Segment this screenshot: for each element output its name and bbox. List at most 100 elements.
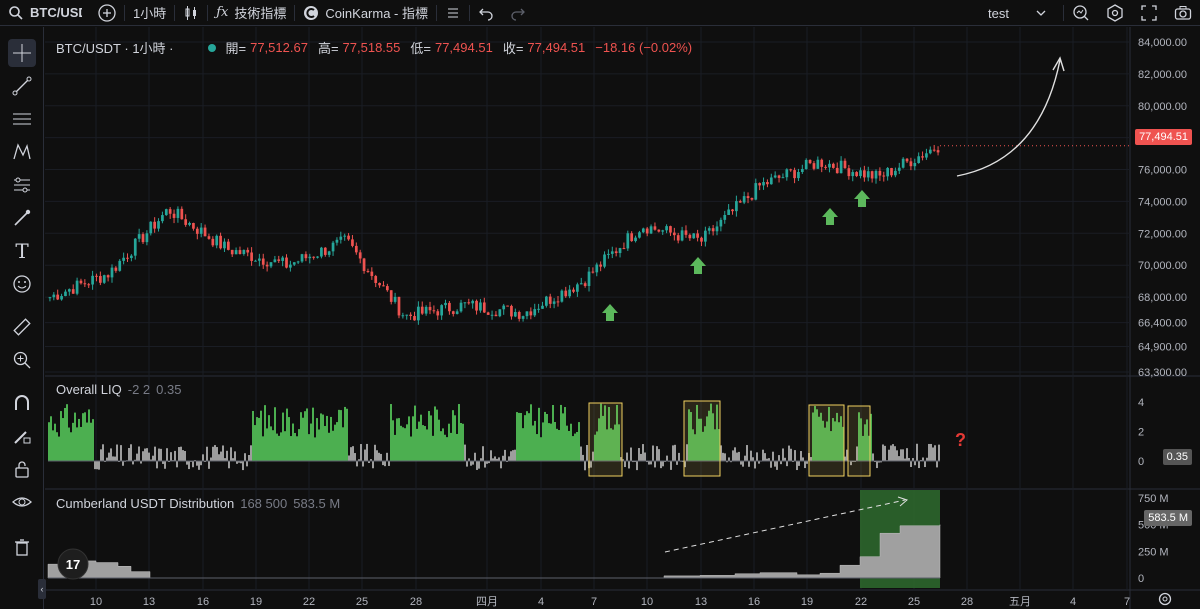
time-axis-settings-button[interactable]	[1157, 591, 1173, 607]
liq-bar	[926, 457, 928, 461]
crosshair-tool[interactable]	[8, 39, 36, 67]
quick-search-button[interactable]	[1064, 0, 1098, 26]
candle-body	[638, 232, 641, 238]
zoom-tool[interactable]	[8, 346, 36, 374]
liq-bar	[240, 461, 242, 464]
liq-bar	[744, 455, 746, 461]
candle-body	[385, 286, 389, 291]
liq-bar	[442, 428, 444, 461]
liq-bar	[860, 418, 862, 461]
liq-bar	[642, 444, 644, 461]
camera-icon	[1174, 6, 1192, 20]
brush-tool[interactable]	[8, 204, 36, 232]
snapshot-button[interactable]	[1166, 0, 1200, 26]
undo-button[interactable]	[470, 0, 502, 26]
hide-tool[interactable]	[8, 488, 36, 516]
chart-type-button[interactable]	[175, 0, 207, 26]
collapse-toolbar-button[interactable]: ‹	[38, 579, 46, 599]
chart-area[interactable]: 84,000.0082,000.0080,000.0078,000.0076,0…	[45, 27, 1200, 609]
liq-bar	[782, 448, 784, 461]
liq-bar	[218, 454, 220, 461]
liq-bar	[404, 428, 406, 461]
liq-bar	[498, 457, 500, 461]
liq-bar	[798, 461, 800, 466]
pattern-tool[interactable]	[8, 138, 36, 166]
liq-bar	[652, 445, 654, 461]
liq-bar	[918, 461, 920, 469]
liq-bar	[318, 429, 320, 461]
candle-body	[285, 257, 288, 268]
chart-svg[interactable]: 84,000.0082,000.0080,000.0078,000.0076,0…	[45, 27, 1200, 609]
liq-bar	[98, 461, 100, 470]
candle-body	[397, 296, 401, 316]
layout-selector[interactable]: test	[980, 0, 1063, 26]
liq-bar	[660, 461, 662, 469]
liq-bar	[688, 409, 690, 461]
indicators-button[interactable]: ƒx 技術指標	[208, 0, 294, 26]
candle-body	[87, 284, 91, 286]
lock-tool[interactable]	[8, 455, 36, 483]
liq-bar	[78, 418, 80, 461]
liq-bar	[216, 447, 218, 461]
liq-bar	[120, 445, 122, 461]
candle-body	[544, 296, 548, 306]
liq-bar	[224, 458, 226, 461]
liq-bar	[430, 415, 432, 461]
liq-bar	[532, 425, 534, 461]
remove-drawings-tool[interactable]	[8, 533, 36, 561]
candle-body	[161, 215, 164, 222]
stay-drawing-tool[interactable]	[8, 422, 36, 450]
fib-tool[interactable]	[8, 171, 36, 199]
liq-bar	[794, 450, 796, 461]
liq-bar	[818, 416, 820, 461]
green-up-arrow	[690, 257, 706, 274]
settings-button[interactable]	[1098, 0, 1132, 26]
candle-body	[568, 289, 571, 297]
candle-body	[405, 314, 409, 316]
liq-bar	[66, 404, 68, 461]
fullscreen-button[interactable]	[1132, 0, 1166, 26]
candle-body	[327, 251, 331, 255]
redo-button[interactable]	[502, 0, 534, 26]
text-tool[interactable]: T	[8, 237, 36, 265]
liq-bar	[542, 422, 544, 461]
fullscreen-icon	[1141, 5, 1157, 21]
liq-bar	[594, 434, 596, 461]
candle-body	[195, 228, 199, 234]
candle-body	[467, 302, 471, 304]
top-toolbar: BTC/USDT 1小時 ƒx 技術指標 CoinKarma - 指標 test	[0, 0, 1200, 26]
liq-bar	[714, 429, 716, 461]
interval-button[interactable]: 1小時	[125, 0, 174, 26]
liq-bar	[210, 457, 212, 461]
coinkarma-button[interactable]: CoinKarma - 指標	[295, 0, 436, 26]
liq-bar	[360, 444, 362, 461]
candle-body	[750, 198, 754, 200]
horizontal-lines-tool[interactable]	[8, 105, 36, 133]
liq-bar	[906, 448, 908, 461]
measure-tool[interactable]	[8, 313, 36, 341]
symbol-search[interactable]: BTC/USDT	[0, 0, 90, 26]
liq-bar	[56, 432, 58, 461]
liq-bar	[246, 461, 248, 467]
candle-body	[882, 175, 886, 177]
compare-button[interactable]	[90, 0, 124, 26]
alerts-list-button[interactable]	[437, 0, 469, 26]
liq-bar	[694, 434, 696, 461]
main-legend: BTC/USDT · 1小時 · 開= 77,512.67 高= 77,518.55…	[56, 38, 698, 57]
liq-bar	[410, 436, 412, 461]
liq-bar	[516, 412, 518, 461]
highlight-box	[808, 404, 845, 477]
candle-body	[459, 302, 463, 312]
candle-body	[513, 311, 517, 317]
emoji-tool[interactable]	[8, 270, 36, 298]
trend-line-tool[interactable]	[8, 72, 36, 100]
liq-bar	[624, 461, 626, 468]
magnet-tool[interactable]	[8, 389, 36, 417]
cumberland-name: Cumberland USDT Distribution	[56, 496, 235, 511]
liq-bar	[316, 418, 318, 461]
liq-bar	[648, 461, 650, 465]
candle-body	[758, 183, 762, 186]
price-tick-label: 76,000.00	[1138, 165, 1187, 177]
candle-body	[455, 311, 459, 314]
candle-body	[219, 235, 222, 249]
